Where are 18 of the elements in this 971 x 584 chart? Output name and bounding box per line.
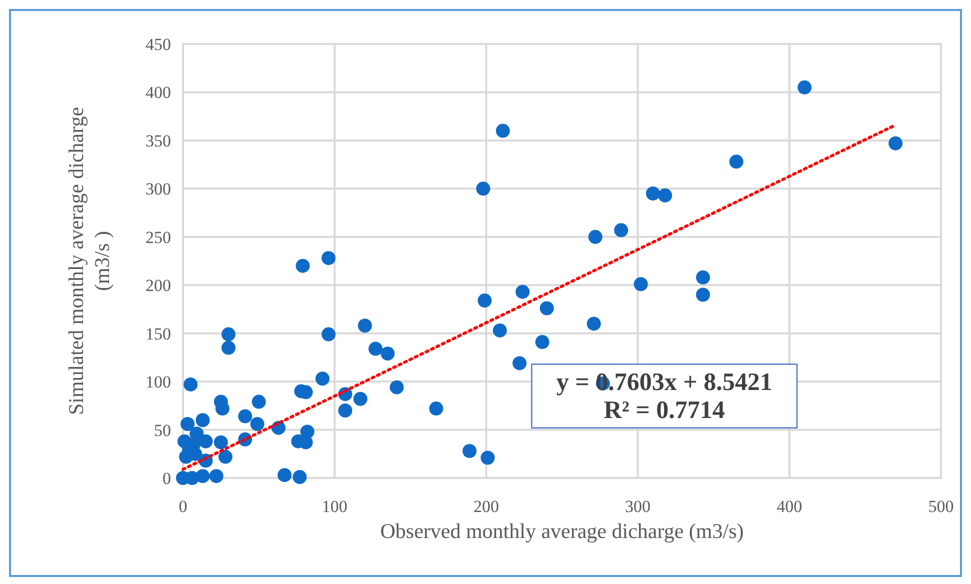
x-tick-label: 300 [625, 497, 651, 516]
y-axis-title: Simulated monthly average dicharge (m3/s ) [64, 106, 114, 416]
y-tick-label: 400 [146, 83, 171, 102]
x-tick-label: 100 [322, 497, 348, 516]
y-tick-label: 0 [162, 469, 171, 488]
y-tick-label: 50 [154, 420, 171, 440]
x-tick-label: 500 [928, 497, 954, 516]
y-tick-label: 350 [146, 131, 171, 150]
y-tick-label: 100 [146, 372, 171, 392]
x-tick-label: 0 [178, 497, 188, 516]
y-tick-label: 300 [146, 180, 171, 199]
y-tick-label: 250 [146, 228, 171, 247]
y-tick-label: 200 [146, 276, 171, 296]
y-tick-label: 450 [146, 35, 171, 54]
x-axis-title: Observed monthly average dicharge (m3/s) [380, 519, 744, 543]
x-tick-label: 200 [473, 497, 499, 516]
x-tick-label: 400 [776, 497, 802, 516]
y-tick-label: 150 [146, 324, 171, 344]
